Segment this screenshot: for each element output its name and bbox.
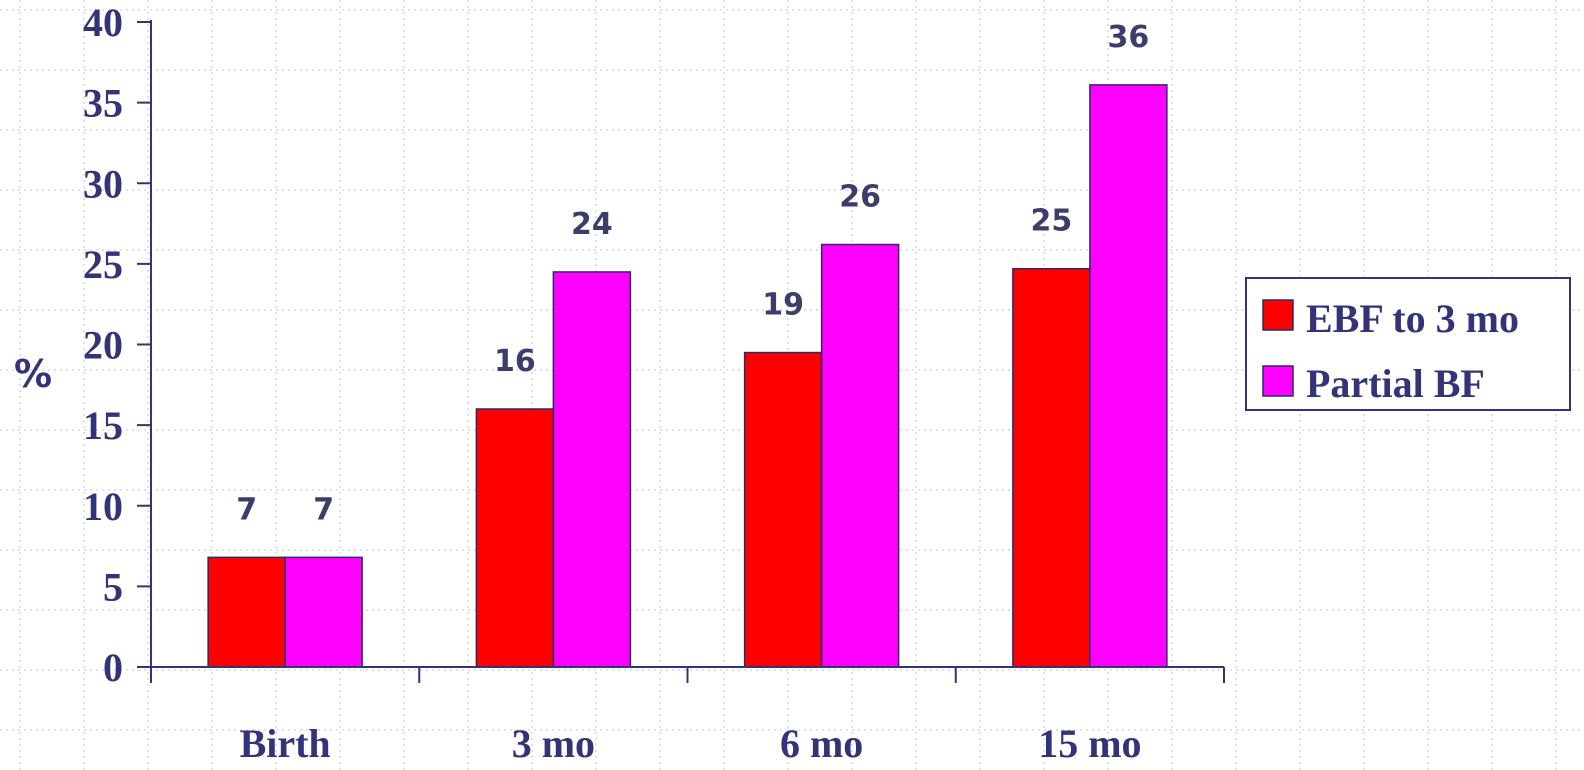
- data-label-ebf-2: 19: [762, 288, 804, 323]
- bar-partial-3: [1089, 84, 1168, 668]
- legend-swatch-ebf: [1262, 299, 1294, 331]
- bars: [207, 84, 1168, 668]
- y-tick-label: 0: [103, 645, 123, 690]
- data-label-ebf-0: 7: [236, 492, 257, 527]
- y-tick-label: 25: [83, 242, 123, 287]
- y-tick-label: 15: [83, 403, 123, 448]
- bar-ebf-3: [1012, 267, 1091, 668]
- y-tick-label: 20: [83, 323, 123, 368]
- y-tick-label: 30: [83, 161, 123, 206]
- data-label-partial-1: 24: [571, 207, 613, 242]
- legend: EBF to 3 mo Partial BF: [1245, 277, 1571, 411]
- bar-partial-1: [552, 271, 632, 668]
- data-label-partial-3: 36: [1108, 20, 1150, 55]
- bar-ebf-0: [207, 556, 286, 668]
- bar-partial-2: [820, 243, 900, 668]
- x-category-label: 15 mo: [1038, 721, 1141, 766]
- x-category-label: 6 mo: [780, 721, 863, 766]
- y-tick-label: 35: [83, 81, 123, 126]
- y-tick-label: 5: [103, 564, 123, 609]
- data-label-partial-0: 7: [313, 492, 334, 527]
- legend-swatch-partial: [1262, 365, 1294, 397]
- data-label-ebf-1: 16: [494, 344, 536, 379]
- y-axis-label: %: [14, 352, 52, 396]
- data-label-ebf-3: 25: [1031, 204, 1073, 239]
- y-tick-label: 10: [83, 484, 123, 529]
- labels: 7 16 19 25 7 24 26 36 0 5 10 15 20 25 30 35 40 Birth 3 mo 6…: [83, 0, 1149, 766]
- bar-ebf-1: [475, 408, 555, 668]
- bar-ebf-2: [743, 351, 823, 668]
- legend-label-partial: Partial BF: [1306, 361, 1485, 406]
- legend-box: [1245, 277, 1571, 411]
- x-category-label: 3 mo: [512, 721, 595, 766]
- y-tick-label: 40: [83, 0, 123, 45]
- x-category-label: Birth: [240, 721, 331, 766]
- data-label-partial-2: 26: [839, 180, 881, 215]
- bar-partial-0: [284, 556, 363, 668]
- legend-label-ebf: EBF to 3 mo: [1306, 296, 1519, 341]
- axes: [137, 20, 1225, 683]
